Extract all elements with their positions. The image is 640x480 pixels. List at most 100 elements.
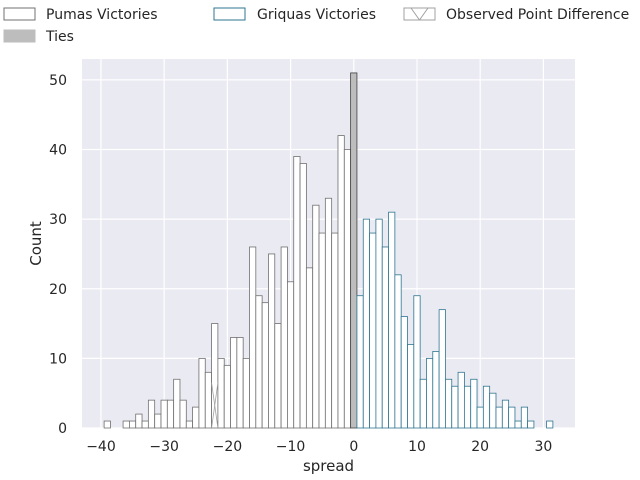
bar-pumas [331,232,339,429]
bar-griquas [520,406,528,429]
bar-pumas [141,420,149,429]
bar-pumas [268,253,276,429]
bar-pumas [305,267,314,429]
y-tick-label: 40 [49,143,67,159]
bar-griquas [451,385,459,429]
bar-pumas [280,246,288,429]
x-tick-label: −40 [86,439,116,455]
bar-griquas [362,218,370,429]
legend: Pumas Victories Griquas Victories Observ… [3,7,629,45]
bar-pumas [166,399,175,429]
legend-swatch-observed [403,7,436,21]
bar-pumas [160,399,168,429]
legend-observed-cross [419,7,429,21]
legend-swatch-griquas [213,7,246,21]
bar-griquas [508,406,516,429]
bar-pumas [204,371,212,429]
bar-pumas [293,156,301,429]
bar-pumas [122,420,130,429]
bar-pumas [337,135,345,429]
bar-griquas [400,316,408,429]
legend-observed-box [403,7,436,21]
bar-pumas [242,357,250,429]
bar-griquas [432,351,440,429]
bars [103,72,554,429]
observed-cross-line [211,382,219,429]
bar-griquas [476,406,484,429]
y-axis-label: Count [27,221,45,266]
bar-griquas [501,399,510,429]
bar-griquas [394,274,402,429]
bar-pumas [249,246,257,429]
bar-pumas [192,406,200,429]
bar-pumas [135,413,143,429]
bar-pumas [223,364,231,429]
bar-griquas [375,218,383,429]
bar-pumas [274,323,282,429]
bar-pumas [173,378,181,429]
legend-swatch-ties [3,29,36,43]
bar-pumas [211,323,219,429]
bar-griquas [457,371,465,429]
bar-griquas [445,378,453,429]
bar-griquas [489,392,497,429]
x-axis-label: spread [303,457,354,475]
bar-ties [350,72,358,429]
bar-griquas [527,420,535,429]
y-tick-label: 30 [49,212,67,228]
legend-label-pumas: Pumas Victories [46,7,158,23]
bar-pumas [103,420,111,429]
legend-label-ties: Ties [45,29,74,45]
y-tick-label: 0 [58,421,67,437]
x-tick-labels: −40 −30 −20 −10 0 10 20 30 [86,439,552,455]
observed-point-difference-marker [211,382,219,429]
bar-pumas [255,295,263,429]
bar-pumas [287,281,295,429]
legend-swatch-pumas [3,7,36,21]
bar-griquas [381,246,389,429]
x-tick-label: 0 [349,439,358,455]
x-tick-label: 30 [534,439,552,455]
bar-griquas [482,385,491,429]
bar-pumas [198,357,206,429]
bar-griquas [463,385,472,429]
bar-pumas [236,337,244,429]
bar-griquas [438,309,446,429]
x-tick-label: −20 [213,439,243,455]
bar-griquas [495,406,503,429]
bar-pumas [261,302,269,429]
legend-label-observed: Observed Point Difference [446,7,629,23]
x-tick-label: 20 [471,439,489,455]
bar-griquas [426,357,434,429]
bar-pumas [179,399,187,429]
bar-pumas [217,357,225,429]
legend-observed-cross [410,7,420,21]
legend-label-griquas: Griquas Victories [257,7,376,23]
bar-griquas [413,295,421,429]
bar-griquas [514,420,522,429]
bar-griquas [470,378,478,429]
bar-pumas [343,149,352,429]
bar-pumas [154,413,162,429]
bar-pumas [324,197,333,429]
bar-pumas [312,204,320,429]
bar-griquas [419,378,427,429]
y-tick-label: 20 [49,282,67,298]
bar-griquas [369,232,377,429]
bar-pumas [299,163,307,429]
bar-pumas [318,232,326,429]
bar-pumas [230,337,238,429]
bar-griquas [407,344,415,429]
bar-pumas [147,399,156,429]
y-tick-label: 50 [49,73,67,89]
y-tick-label: 10 [49,351,67,367]
x-tick-label: −10 [276,439,306,455]
x-tick-label: −30 [149,439,179,455]
bar-pumas [129,420,137,429]
bar-griquas [388,211,396,429]
bar-pumas [185,420,194,429]
bar-griquas [546,420,554,429]
bar-griquas [356,295,364,429]
x-tick-label: 10 [408,439,426,455]
